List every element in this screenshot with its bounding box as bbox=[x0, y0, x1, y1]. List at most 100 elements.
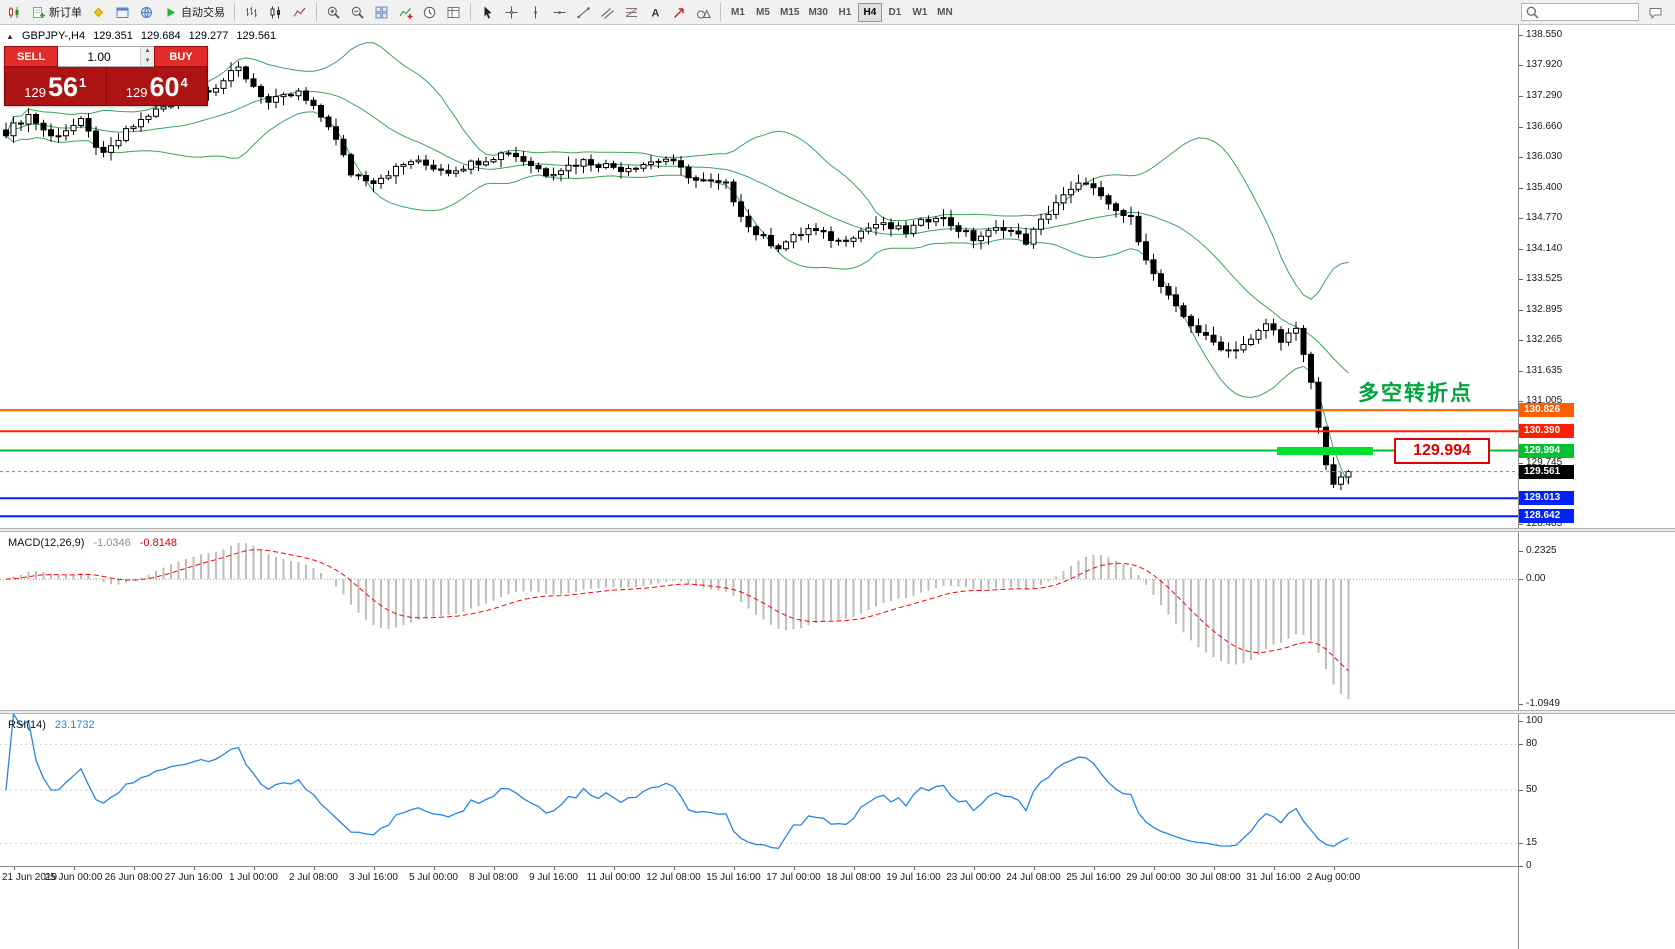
toolbar-line-chart-mode-button[interactable] bbox=[288, 2, 311, 23]
toolbar-indicators-button[interactable] bbox=[394, 2, 417, 23]
price-axis[interactable]: 138.550 137.920 137.290 136.660 136.030 135.4… bbox=[1518, 25, 1675, 949]
lot-increase-button[interactable]: ▲ bbox=[141, 47, 154, 57]
timeframe-m5-button[interactable]: M5 bbox=[751, 3, 775, 22]
time-axis-tick bbox=[553, 867, 555, 870]
timeframe-h1-button[interactable]: H1 bbox=[833, 3, 857, 22]
time-axis-tick bbox=[253, 867, 255, 870]
toolbar-trendline-button[interactable] bbox=[572, 2, 595, 23]
lot-decrease-button[interactable]: ▼ bbox=[141, 56, 154, 66]
toolbar-bar-chart-mode-button[interactable] bbox=[240, 2, 263, 23]
toolbar-equidistant-channel-button[interactable] bbox=[596, 2, 619, 23]
line-chart-icon bbox=[292, 5, 307, 20]
time-axis-tick bbox=[733, 867, 735, 870]
toolbar-new-order-button[interactable]: 新订单 bbox=[27, 2, 86, 23]
toolbar-candle-chart-mode-button[interactable] bbox=[264, 2, 287, 23]
toolbar-cursor-button[interactable] bbox=[476, 2, 499, 23]
toolbar-separator bbox=[234, 3, 235, 21]
axis-tick bbox=[1519, 218, 1523, 219]
toolbar-periods-button[interactable] bbox=[418, 2, 441, 23]
toolbar-templates-button[interactable] bbox=[442, 2, 465, 23]
toolbar-horizontal-line-button[interactable] bbox=[548, 2, 571, 23]
timeframe-m30-button[interactable]: M30 bbox=[804, 3, 831, 22]
lot-size-input[interactable] bbox=[58, 47, 140, 66]
shapes-icon bbox=[696, 5, 711, 20]
panel-splitter-rsi[interactable] bbox=[0, 710, 1675, 714]
rsi-scale-label: 50 bbox=[1526, 784, 1538, 795]
zoom-out-icon bbox=[350, 5, 365, 20]
time-axis-tick bbox=[73, 867, 75, 870]
axis-tick bbox=[1519, 721, 1523, 722]
rsi-scale-label: 80 bbox=[1526, 738, 1538, 749]
time-axis-tick bbox=[613, 867, 615, 870]
toolbar-new-chart-button[interactable] bbox=[3, 2, 26, 23]
toolbar-metaeditor-button[interactable] bbox=[87, 2, 110, 23]
sell-price-point: 1 bbox=[79, 75, 87, 90]
time-axis-label: 9 Jul 16:00 bbox=[529, 872, 578, 883]
axis-tick bbox=[1519, 524, 1523, 525]
sell-price[interactable]: 129 56 1 bbox=[5, 67, 107, 105]
search-box bbox=[1521, 3, 1639, 21]
new-order-doc-icon bbox=[31, 5, 46, 20]
axis-tick bbox=[1519, 579, 1523, 580]
candle-wicks bbox=[5, 61, 1349, 491]
symbol-title: GBPJPY-,H4 bbox=[21, 30, 86, 42]
buy-price-pips: 60 bbox=[149, 72, 180, 103]
timeframe-d1-button[interactable]: D1 bbox=[883, 3, 907, 22]
bollinger-upper-band bbox=[5, 42, 1349, 300]
arrow-object-icon bbox=[672, 5, 687, 20]
buy-button[interactable]: BUY bbox=[154, 46, 208, 67]
price-callout-label[interactable]: 129.994 bbox=[1394, 438, 1490, 464]
axis-tick bbox=[1519, 96, 1523, 97]
toolbar-arrows-button[interactable] bbox=[668, 2, 691, 23]
turning-point-annotation[interactable]: 多空转折点 bbox=[1358, 382, 1473, 405]
toolbar-vertical-line-button[interactable] bbox=[524, 2, 547, 23]
macd-signal-line bbox=[5, 549, 1349, 672]
lot-size-spinner: ▲ ▼ bbox=[140, 47, 154, 66]
toolbar-community-button[interactable] bbox=[135, 2, 158, 23]
price-scale-label: 136.030 bbox=[1526, 151, 1563, 162]
ohlc-bars-icon bbox=[244, 5, 259, 20]
price-chart-panel[interactable] bbox=[0, 25, 1518, 528]
buy-price[interactable]: 129 60 4 bbox=[107, 67, 208, 105]
timeframe-mn-button[interactable]: MN bbox=[933, 3, 957, 22]
price-chart-svg bbox=[0, 42, 1518, 518]
toolbar-separator bbox=[720, 3, 721, 21]
price-tag-130.826: 130.826 bbox=[1519, 403, 1574, 417]
rsi-panel[interactable]: RSI(14) 23.1732 bbox=[0, 714, 1518, 866]
time-axis-tick bbox=[1153, 867, 1155, 870]
sell-button[interactable]: SELL bbox=[4, 46, 58, 67]
price-scale-label: 137.920 bbox=[1526, 59, 1563, 70]
toolbar-terminal-button[interactable] bbox=[111, 2, 134, 23]
axis-tick bbox=[1519, 790, 1523, 791]
symbol-ohlc-line: ▲ GBPJPY-,H4 129.351 129.684 129.277 129… bbox=[6, 30, 276, 42]
time-axis-tick bbox=[853, 867, 855, 870]
toolbar-text-button[interactable]: A bbox=[644, 2, 667, 23]
axis-tick bbox=[1519, 866, 1523, 867]
axis-tick bbox=[1519, 371, 1523, 372]
time-axis-label: 5 Jul 00:00 bbox=[409, 872, 458, 883]
toolbar-fibonacci-button[interactable] bbox=[620, 2, 643, 23]
chat-button[interactable] bbox=[1644, 2, 1667, 23]
timeframe-w1-button[interactable]: W1 bbox=[908, 3, 932, 22]
time-axis-tick bbox=[1093, 867, 1095, 870]
timeframe-m15-button[interactable]: M15 bbox=[776, 3, 803, 22]
timeframe-m1-button[interactable]: M1 bbox=[726, 3, 750, 22]
toolbar-search-input[interactable] bbox=[1542, 5, 1635, 19]
panel-splitter-macd[interactable] bbox=[0, 528, 1675, 532]
one-click-collapse-icon[interactable]: ▲ bbox=[6, 31, 14, 41]
toolbar-tile-windows-button[interactable] bbox=[370, 2, 393, 23]
timeframe-h4-button[interactable]: H4 bbox=[857, 2, 882, 22]
highlight-segment[interactable] bbox=[1277, 447, 1373, 455]
macd-panel[interactable]: MACD(12,26,9) -1.0346 -0.8148 bbox=[0, 532, 1518, 710]
time-axis-tick bbox=[313, 867, 315, 870]
toolbar-zoom-out-button[interactable] bbox=[346, 2, 369, 23]
metaeditor-diamond-icon bbox=[91, 5, 106, 20]
price-scale-label: 135.400 bbox=[1526, 182, 1563, 193]
axis-tick bbox=[1519, 310, 1523, 311]
toolbar-crosshair-button[interactable] bbox=[500, 2, 523, 23]
toolbar-right-group bbox=[1521, 2, 1672, 23]
toolbar-autotrading-button[interactable]: 自动交易 bbox=[159, 2, 229, 23]
toolbar-zoom-in-button[interactable] bbox=[322, 2, 345, 23]
toolbar-shapes-button[interactable] bbox=[692, 2, 715, 23]
